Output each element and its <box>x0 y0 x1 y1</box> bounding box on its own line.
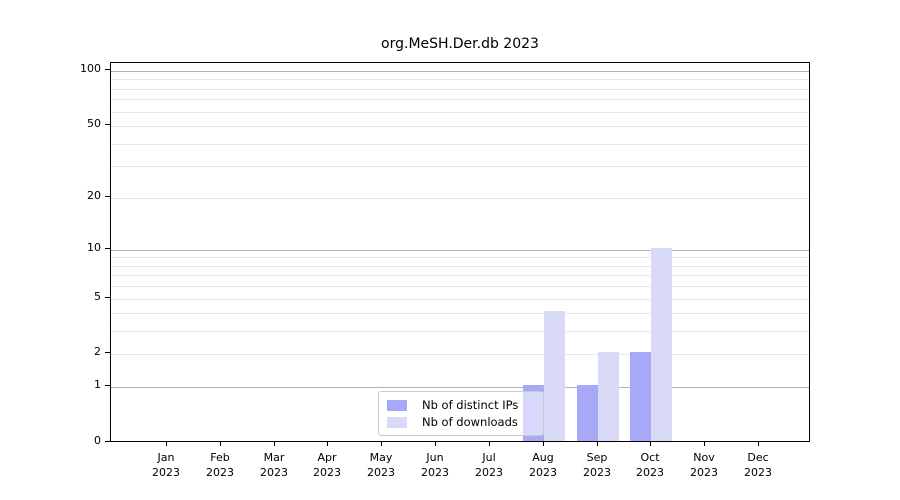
gridline-minor <box>111 299 809 300</box>
y-axis-tick-mark <box>105 124 110 125</box>
gridline-minor <box>111 126 809 127</box>
x-axis-tick-mark <box>274 441 275 446</box>
gridline-minor <box>111 354 809 355</box>
gridline-major <box>111 71 809 72</box>
x-axis-tick-mark <box>650 441 651 446</box>
x-axis-month-label: Apr 2023 <box>313 451 341 479</box>
x-axis-tick-mark <box>704 441 705 446</box>
chart-title: org.MeSH.Der.db 2023 <box>381 36 539 52</box>
x-axis-month-label: Jun 2023 <box>421 451 449 479</box>
bar-distinct-ips-oct <box>630 352 651 441</box>
gridline-minor <box>111 286 809 287</box>
x-axis-tick-mark <box>220 441 221 446</box>
y-axis-tick-label: 100 <box>80 62 101 75</box>
gridline-minor <box>111 79 809 80</box>
y-axis-tick-label: 1 <box>94 378 101 391</box>
bar-downloads-aug <box>544 311 565 441</box>
gridline-minor <box>111 89 809 90</box>
y-axis-tick-mark <box>105 297 110 298</box>
bar-downloads-oct <box>651 248 672 441</box>
gridline-major <box>111 387 809 388</box>
y-axis-tick-mark <box>105 441 110 442</box>
y-axis-tick-mark <box>105 69 110 70</box>
x-axis-month-label: Mar 2023 <box>260 451 288 479</box>
x-axis-month-label: Dec 2023 <box>744 451 772 479</box>
gridline-minor <box>111 112 809 113</box>
gridline-minor <box>111 331 809 332</box>
gridline-minor <box>111 257 809 258</box>
legend-label-distinct-ips: Nb of distinct IPs <box>422 398 519 412</box>
gridline-minor <box>111 198 809 199</box>
y-axis-tick-mark <box>105 196 110 197</box>
x-axis-tick-mark <box>543 441 544 446</box>
y-axis-tick-label: 2 <box>94 345 101 358</box>
gridline-minor <box>111 99 809 100</box>
x-axis-tick-mark <box>381 441 382 446</box>
y-axis-tick-mark <box>105 352 110 353</box>
gridline-minor <box>111 144 809 145</box>
x-axis-month-label: Feb 2023 <box>206 451 234 479</box>
x-axis-month-label: Oct 2023 <box>636 451 664 479</box>
gridline-minor <box>111 275 809 276</box>
legend-item-distinct-ips: Nb of distinct IPs <box>387 397 535 413</box>
x-axis-month-label: Jan 2023 <box>152 451 180 479</box>
x-axis-month-label: May 2023 <box>367 451 395 479</box>
x-axis-month-label: Aug 2023 <box>529 451 557 479</box>
gridline-major <box>111 250 809 251</box>
x-axis-tick-mark <box>435 441 436 446</box>
y-axis-tick-mark <box>105 248 110 249</box>
legend-label-downloads: Nb of downloads <box>422 415 518 429</box>
gridline-minor <box>111 166 809 167</box>
x-axis-month-label: Sep 2023 <box>583 451 611 479</box>
legend-item-downloads: Nb of downloads <box>387 414 535 430</box>
legend-swatch-downloads <box>387 416 407 428</box>
y-axis-tick-label: 0 <box>94 434 101 447</box>
gridline-minor <box>111 266 809 267</box>
x-axis-tick-mark <box>597 441 598 446</box>
x-axis-month-label: Jul 2023 <box>475 451 503 479</box>
x-axis-month-label: Nov 2023 <box>690 451 718 479</box>
y-axis-tick-label: 50 <box>87 117 101 130</box>
y-axis-tick-label: 5 <box>94 290 101 303</box>
x-axis-tick-mark <box>489 441 490 446</box>
bar-distinct-ips-sep <box>577 385 598 441</box>
legend: Nb of distinct IPs Nb of downloads <box>378 391 544 436</box>
bar-downloads-sep <box>598 352 619 441</box>
y-axis-tick-mark <box>105 385 110 386</box>
x-axis-tick-mark <box>327 441 328 446</box>
y-axis-tick-label: 10 <box>87 241 101 254</box>
gridline-minor <box>111 313 809 314</box>
x-axis-tick-mark <box>166 441 167 446</box>
y-axis-tick-label: 20 <box>87 189 101 202</box>
x-axis-tick-mark <box>758 441 759 446</box>
plot-area: Nb of distinct IPs Nb of downloads <box>110 62 810 442</box>
legend-swatch-distinct-ips <box>387 399 407 411</box>
